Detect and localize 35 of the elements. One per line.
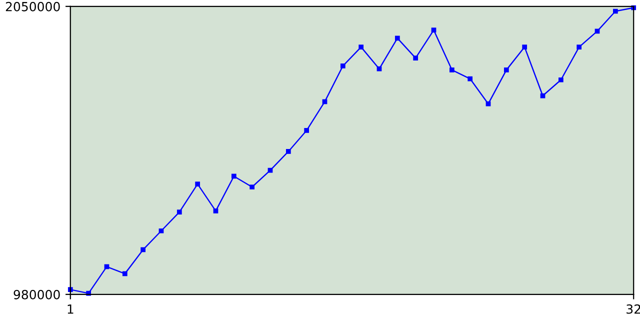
point <box>286 149 291 154</box>
point <box>504 67 509 72</box>
point <box>304 128 310 133</box>
point <box>195 182 200 186</box>
point <box>231 174 236 179</box>
point <box>431 28 436 33</box>
point <box>122 271 128 276</box>
point <box>140 247 146 252</box>
point <box>322 99 328 104</box>
point <box>86 290 91 296</box>
point <box>340 63 346 68</box>
point <box>468 76 473 82</box>
point <box>250 184 255 190</box>
x-tick-label: 32 <box>626 304 640 314</box>
x-tick-label: 1 <box>68 304 74 314</box>
point <box>594 28 600 34</box>
point <box>576 44 582 50</box>
point <box>413 56 418 61</box>
point <box>268 168 273 173</box>
point <box>522 44 528 50</box>
y-tick-label: 980000 <box>14 290 60 300</box>
point <box>68 287 73 292</box>
point <box>558 77 564 82</box>
point <box>104 264 110 270</box>
y-tick-label: 2050000 <box>6 2 60 12</box>
point <box>158 228 164 234</box>
point <box>540 93 546 98</box>
point <box>394 36 400 41</box>
point <box>213 208 218 214</box>
point <box>376 66 382 72</box>
point <box>613 8 618 14</box>
point <box>486 101 491 106</box>
point <box>449 67 454 72</box>
point <box>358 44 364 50</box>
point <box>176 210 182 214</box>
